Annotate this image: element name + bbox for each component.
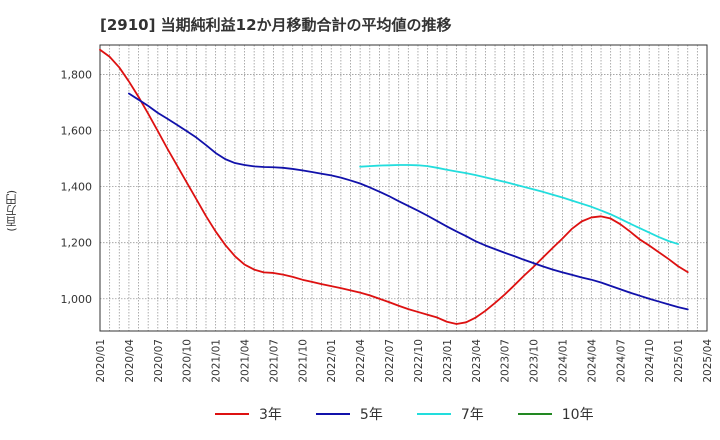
legend-item-10y: 10年	[517, 404, 594, 424]
y-tick-label: 1,600	[61, 125, 93, 138]
series-line-1	[128, 92, 689, 311]
legend-item-3y: 3年	[215, 404, 282, 424]
x-tick-label: 2021/07	[268, 339, 280, 383]
legend-swatch-7y	[416, 413, 451, 415]
legend-swatch-5y	[315, 413, 350, 415]
grid-layer	[100, 45, 707, 331]
x-tick-label: 2023/04	[471, 339, 483, 383]
x-tick-label: 2024/04	[586, 339, 598, 383]
y-tick-label: 1,000	[61, 293, 93, 306]
chart-title: [2910] 当期純利益12か月移動合計の平均値の推移	[100, 16, 452, 34]
x-tick-label: 2024/07	[615, 339, 627, 383]
legend-label-3y: 3年	[259, 407, 282, 423]
plot-area-border	[99, 44, 708, 332]
x-tick-label: 2024/10	[644, 339, 656, 383]
x-tick-label: 2023/07	[500, 339, 512, 383]
y-tick-label: 1,400	[61, 181, 93, 194]
x-tick-label: 2020/10	[182, 339, 194, 383]
x-tick-label: 2020/04	[124, 339, 136, 383]
y-tick-labels: 1,000 1,200 1,400 1,600 1,800	[61, 68, 93, 305]
x-tick-labels: 2020/01 2020/04 2020/07 2020/10 2021/01 2021/…	[95, 339, 714, 383]
legend-item-7y: 7年	[416, 404, 484, 424]
x-tick-label: 2025/01	[673, 339, 685, 383]
x-tick-label: 2023/01	[442, 339, 454, 383]
x-tick-label: 2020/01	[95, 339, 107, 383]
y-tick-label: 1,200	[61, 237, 93, 250]
legend-swatch-10y	[517, 413, 552, 415]
x-tick-label: 2022/04	[355, 339, 367, 383]
series-line-0	[99, 48, 689, 325]
x-tick-label: 2021/04	[240, 339, 252, 383]
x-tick-label: 2022/01	[326, 339, 338, 383]
x-tick-label: 2025/04	[702, 339, 714, 383]
legend-label-10y: 10年	[561, 407, 594, 423]
legend-label-7y: 7年	[460, 407, 484, 423]
x-tick-label: 2022/07	[384, 339, 396, 383]
legend-label-5y: 5年	[359, 407, 383, 423]
x-tick-label: 2023/10	[529, 339, 541, 383]
x-tick-label: 2024/01	[557, 339, 569, 383]
legend: 3年 5年 7年 10年	[215, 404, 594, 424]
x-tick-label: 2020/07	[153, 339, 165, 383]
x-tick-label: 2021/10	[297, 339, 309, 383]
legend-item-5y: 5年	[315, 404, 383, 424]
x-tick-label: 2021/01	[211, 339, 223, 383]
x-tick-label: 2022/10	[413, 339, 425, 383]
series-layer	[99, 48, 689, 325]
legend-swatch-3y	[215, 413, 249, 415]
series-line-2	[359, 164, 679, 245]
y-tick-label: 1,800	[61, 68, 93, 81]
